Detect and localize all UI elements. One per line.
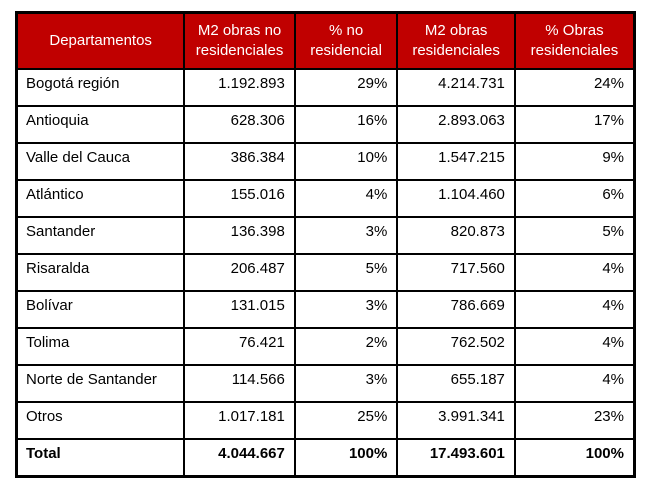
value-cell: 16% — [293, 105, 399, 144]
column-header: M2 obras no residenciales — [183, 11, 296, 70]
value-cell: 3% — [293, 216, 399, 255]
header-row: Departamentos M2 obras no residenciales% … — [15, 11, 636, 70]
value-cell: 17% — [513, 105, 636, 144]
total-row: Total 4.044.667 100% 17.493.601 100% — [15, 438, 636, 478]
table-row: Tolima 76.421 2% 762.502 4% — [15, 327, 636, 366]
value-cell: 4.214.731 — [396, 68, 516, 107]
value-cell: 4% — [293, 179, 399, 218]
department-cell: Atlántico — [15, 179, 186, 218]
department-cell: Valle del Cauca — [15, 142, 186, 181]
table-row: Bolívar 131.015 3% 786.669 4% — [15, 290, 636, 329]
departments-table-container: Departamentos M2 obras no residenciales% … — [15, 11, 650, 478]
column-header: M2 obras residenciales — [396, 11, 516, 70]
table-row: Risaralda 206.487 5% 717.560 4% — [15, 253, 636, 292]
department-cell: Tolima — [15, 327, 186, 366]
value-cell: 100% — [513, 438, 636, 478]
value-cell: 136.398 — [183, 216, 296, 255]
value-cell: 1.017.181 — [183, 401, 296, 440]
value-cell: 3% — [293, 290, 399, 329]
value-cell: 5% — [293, 253, 399, 292]
value-cell: 386.384 — [183, 142, 296, 181]
value-cell: 1.192.893 — [183, 68, 296, 107]
table-body: Bogotá región 1.192.893 29% 4.214.731 24% Ant… — [15, 68, 636, 478]
value-cell: 4% — [513, 253, 636, 292]
value-cell: 4% — [513, 290, 636, 329]
value-cell: 24% — [513, 68, 636, 107]
value-cell: 655.187 — [396, 364, 516, 403]
value-cell: 29% — [293, 68, 399, 107]
table-row: Antioquia 628.306 16% 2.893.063 17% — [15, 105, 636, 144]
value-cell: 206.487 — [183, 253, 296, 292]
department-cell: Risaralda — [15, 253, 186, 292]
table-row: Santander 136.398 3% 820.873 5% — [15, 216, 636, 255]
department-cell: Norte de Santander — [15, 364, 186, 403]
value-cell: 820.873 — [396, 216, 516, 255]
value-cell: 9% — [513, 142, 636, 181]
value-cell: 25% — [293, 401, 399, 440]
value-cell: 5% — [513, 216, 636, 255]
value-cell: 23% — [513, 401, 636, 440]
department-cell: Otros — [15, 401, 186, 440]
value-cell: 10% — [293, 142, 399, 181]
value-cell: 4.044.667 — [183, 438, 296, 478]
value-cell: 1.104.460 — [396, 179, 516, 218]
value-cell: 76.421 — [183, 327, 296, 366]
value-cell: 1.547.215 — [396, 142, 516, 181]
value-cell: 2% — [293, 327, 399, 366]
department-cell: Santander — [15, 216, 186, 255]
value-cell: 628.306 — [183, 105, 296, 144]
column-header: % no residencial — [293, 11, 399, 70]
table-row: Norte de Santander 114.566 3% 655.187 4% — [15, 364, 636, 403]
value-cell: 17.493.601 — [396, 438, 516, 478]
table-row: Valle del Cauca 386.384 10% 1.547.215 9% — [15, 142, 636, 181]
value-cell: 762.502 — [396, 327, 516, 366]
department-cell: Total — [15, 438, 186, 478]
value-cell: 6% — [513, 179, 636, 218]
table-header: Departamentos M2 obras no residenciales% … — [15, 11, 636, 70]
value-cell: 2.893.063 — [396, 105, 516, 144]
departments-table: Departamentos M2 obras no residenciales% … — [15, 11, 636, 478]
value-cell: 100% — [293, 438, 399, 478]
value-cell: 786.669 — [396, 290, 516, 329]
value-cell: 717.560 — [396, 253, 516, 292]
value-cell: 3.991.341 — [396, 401, 516, 440]
department-cell: Antioquia — [15, 105, 186, 144]
table-row: Bogotá región 1.192.893 29% 4.214.731 24% — [15, 68, 636, 107]
value-cell: 155.016 — [183, 179, 296, 218]
value-cell: 3% — [293, 364, 399, 403]
table-row: Otros 1.017.181 25% 3.991.341 23% — [15, 401, 636, 440]
table-row: Atlántico 155.016 4% 1.104.460 6% — [15, 179, 636, 218]
department-cell: Bolívar — [15, 290, 186, 329]
value-cell: 4% — [513, 364, 636, 403]
column-header: Departamentos — [15, 11, 186, 70]
column-header: % Obras residenciales — [513, 11, 636, 70]
value-cell: 131.015 — [183, 290, 296, 329]
value-cell: 114.566 — [183, 364, 296, 403]
value-cell: 4% — [513, 327, 636, 366]
department-cell: Bogotá región — [15, 68, 186, 107]
